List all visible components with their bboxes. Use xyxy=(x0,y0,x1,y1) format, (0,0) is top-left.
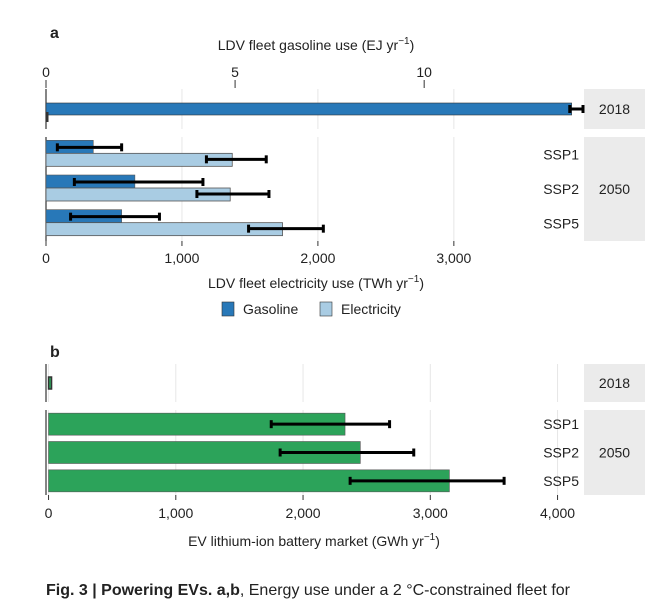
facet-strip xyxy=(584,410,645,495)
facet-strip-label: 2050 xyxy=(599,445,630,461)
facet-strip-label: 2050 xyxy=(599,181,630,197)
errorbar-gasoline xyxy=(55,143,124,152)
x-tick-label: 1,000 xyxy=(164,250,199,266)
x-tick-label: 3,000 xyxy=(436,250,471,266)
errorbar-electricity xyxy=(247,224,325,233)
errorbar-electricity xyxy=(204,155,268,164)
errorbar-battery xyxy=(269,420,392,429)
legend-swatch-electricity xyxy=(319,301,333,317)
row-label: SSP1 xyxy=(543,146,579,162)
x-axis-title: LDV fleet electricity use (TWh yr−1) xyxy=(208,274,424,291)
top-axis-title: LDV fleet gasoline use (EJ yr−1) xyxy=(218,36,415,53)
figure-caption: Fig. 3 | Powering EVs. a,b, Energy use u… xyxy=(46,580,646,602)
facet-strip-label: 2018 xyxy=(599,101,630,117)
bar-electricity xyxy=(45,152,233,167)
legend-label-electricity: Electricity xyxy=(341,301,401,317)
row-label: SSP2 xyxy=(543,181,579,197)
bar-battery xyxy=(47,376,53,390)
legend-swatch-gasoline xyxy=(221,301,235,317)
x-tick-label: 0 xyxy=(42,250,50,266)
x-tick-label: 2,000 xyxy=(286,505,321,521)
panel-background xyxy=(46,364,583,402)
caption-text: , Energy use under a 2 °C-constrained fl… xyxy=(239,582,570,599)
facet-strip xyxy=(584,137,645,241)
row-label: SSP1 xyxy=(543,416,579,432)
panel-b: b 2018 2050 SSP1 SSP2 SSP5 0 1,000 2,000 3,000 4,0… xyxy=(45,344,645,549)
row-label: SSP2 xyxy=(543,445,579,461)
top-tick-label: 5 xyxy=(231,64,239,80)
x-tick-label: 3,000 xyxy=(413,505,448,521)
top-tick-label: 0 xyxy=(42,64,50,80)
top-tick-label: 10 xyxy=(416,64,432,80)
errorbar-gasoline xyxy=(72,178,205,186)
facet-strip xyxy=(584,364,645,402)
errorbar-gasoline xyxy=(69,212,161,221)
facet-strip xyxy=(584,89,645,129)
errorbar-battery xyxy=(278,448,416,457)
caption-panels: a,b xyxy=(216,582,240,599)
panel-a: a LDV fleet gasoline use (EJ yr−1) 0 5 10 201… xyxy=(42,25,645,317)
panel-label-a: a xyxy=(50,25,59,42)
errorbar-electricity xyxy=(195,190,271,198)
x-tick-label: 2,000 xyxy=(300,250,335,266)
bar-gasoline xyxy=(45,102,572,116)
x-axis-title: EV lithium-ion battery market (GWh yr−1) xyxy=(188,532,440,549)
caption-prefix: Fig. 3 | Powering EVs. xyxy=(46,582,217,599)
legend-label-gasoline: Gasoline xyxy=(243,301,298,317)
row-label: SSP5 xyxy=(543,473,579,489)
x-tick-label: 0 xyxy=(45,505,53,521)
x-tick-label: 4,000 xyxy=(540,505,575,521)
bar-electricity xyxy=(46,112,49,122)
row-label: SSP5 xyxy=(543,216,579,232)
x-tick-label: 1,000 xyxy=(158,505,193,521)
legend: Gasoline Electricity xyxy=(221,301,401,317)
errorbar-gasoline xyxy=(568,105,585,113)
panel-label-b: b xyxy=(50,344,60,361)
errorbar-battery xyxy=(348,476,506,485)
figure-3: a LDV fleet gasoline use (EJ yr−1) 0 5 10 201… xyxy=(42,25,645,549)
facet-strip-label: 2018 xyxy=(599,375,630,391)
